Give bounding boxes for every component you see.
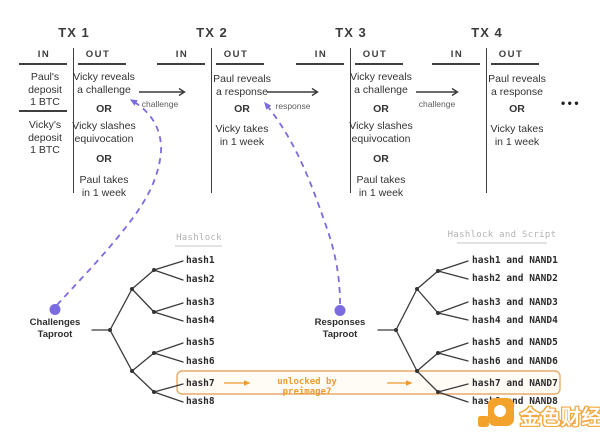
responses-leaf-hash6: hash6 and NAND6 [472,356,558,367]
challenges-leaf-hash8: hash8 [186,396,215,407]
tx3-or-2: OR [373,153,389,165]
tx3-in-rule [296,63,344,65]
responses-leaf-hash1: hash1 and NAND1 [472,255,558,266]
tx1-in-rule [19,63,67,65]
response-arrow-label: response [275,101,311,111]
challenges-leaf-hash1: hash1 [186,255,215,266]
tx3-in-label: IN [314,49,328,60]
challenges-leaf-hash5: hash5 [186,337,215,348]
tx4-in-rule [432,63,480,65]
unlock-highlight-box [176,370,561,395]
tx1-title: TX 1 [58,25,90,40]
challenges-tree-nodes [108,268,156,394]
tx4-in-label: IN [450,49,464,60]
jinse-finance-watermark: 金色财经 [478,398,600,432]
responses-leaf-hash4: hash4 and NAND4 [472,315,558,326]
challenges-leaf-hash4: hash4 [186,315,215,326]
challenges-leaf-hash3: hash3 [186,297,215,308]
tx4-title: TX 4 [471,25,503,40]
response-feedback-dashed-arrow [264,101,341,305]
challenges-taproot-dot [49,304,61,315]
unlocked-by-preimage7-label: unlocked by preimage7 [277,377,337,397]
tx1-or-1: OR [96,103,112,115]
tx1-input-separator [19,110,67,112]
tx-table-3: TX 3 IN OUT Vicky reveals a challenge OR… [286,18,416,203]
tx-table-4: TX 4 IN OUT Paul reveals a response OR V… [422,18,552,203]
watermark-logo-hole [494,405,506,417]
tx3-divider [349,48,351,193]
watermark-logo-square [478,416,489,427]
tx-table-1: TX 1 IN OUT Paul's deposit 1 BTC Vicky's… [9,18,139,203]
responses-leaf-hash7: hash7 and NAND7 [472,378,558,389]
tx1-output-3: Paul takes in 1 week [79,174,129,199]
challenge-arrow-label-2: challenge [418,99,456,109]
tx2-output-2: Vicky takes in 1 week [215,123,269,148]
tx2-out-rule [216,63,264,65]
challenges-tree-lines [91,260,184,403]
responses-taproot-dot [334,305,346,316]
hashlock-header: Hashlock [176,233,222,243]
responses-leaf-hash5: hash5 and NAND5 [472,337,558,348]
tx1-output-1: Vicky reveals a challenge [73,71,135,96]
tx1-out-label: OUT [85,49,111,60]
watermark-text: 金色财经 [520,407,600,429]
tx4-output-2: Vicky takes in 1 week [490,123,544,148]
tx3-title: TX 3 [335,25,367,40]
responses-tree-lines [377,260,469,403]
tx1-divider [72,48,74,193]
challenges-leaf-hash6: hash6 [186,356,215,367]
tx2-divider [210,48,212,193]
challenges-leaf-hash7: hash7 [186,378,215,389]
responses-tree-nodes [394,269,440,394]
tx3-out-label: OUT [362,49,388,60]
tx1-or-2: OR [96,153,112,165]
responses-leaf-hash2: hash2 and NAND2 [472,273,558,284]
tx3-out-rule [355,63,403,65]
tx2-out-label: OUT [223,49,249,60]
tx3-output-1: Vicky reveals a challenge [350,71,412,96]
challenges-leaf-hash2: hash2 [186,274,215,285]
challenges-taproot-label: Challenges Taproot [29,317,81,340]
tx4-out-label: OUT [498,49,524,60]
tx1-in-label: IN [37,49,51,60]
tx4-divider [485,48,487,193]
tx3-or-1: OR [373,103,389,115]
tx-table-2: TX 2 IN OUT Paul reveals a response OR V… [147,18,277,203]
challenge-arrow-label-1: challenge [141,99,179,109]
tx3-output-2: Vicky slashes equivocation [349,120,413,145]
tx2-title: TX 2 [196,25,228,40]
tx4-or-1: OR [509,103,525,115]
hashlock-and-script-header: Hashlock and Script [447,230,557,240]
tx3-output-3: Paul takes in 1 week [356,174,406,199]
tx2-in-rule [157,63,205,65]
tx1-output-2: Vicky slashes equivocation [72,120,136,145]
responses-leaf-hash8: hash8 and NAND8 [472,396,558,407]
responses-taproot-label: Responses Taproot [314,317,366,340]
tx2-or-1: OR [234,103,250,115]
tx2-output-1: Paul reveals a response [213,73,271,98]
challenge-feedback-dashed-arrow [56,99,162,306]
responses-leaf-hash3: hash3 and NAND3 [472,297,558,308]
tx4-output-1: Paul reveals a response [488,73,546,98]
tx2-in-label: IN [175,49,189,60]
tx1-input-2: Vicky's deposit 1 BTC [28,119,62,156]
tx4-out-rule [491,63,539,65]
continuation-ellipsis: ••• [560,96,582,110]
tx1-input-1: Paul's deposit 1 BTC [28,71,62,108]
tx1-out-rule [78,63,126,65]
